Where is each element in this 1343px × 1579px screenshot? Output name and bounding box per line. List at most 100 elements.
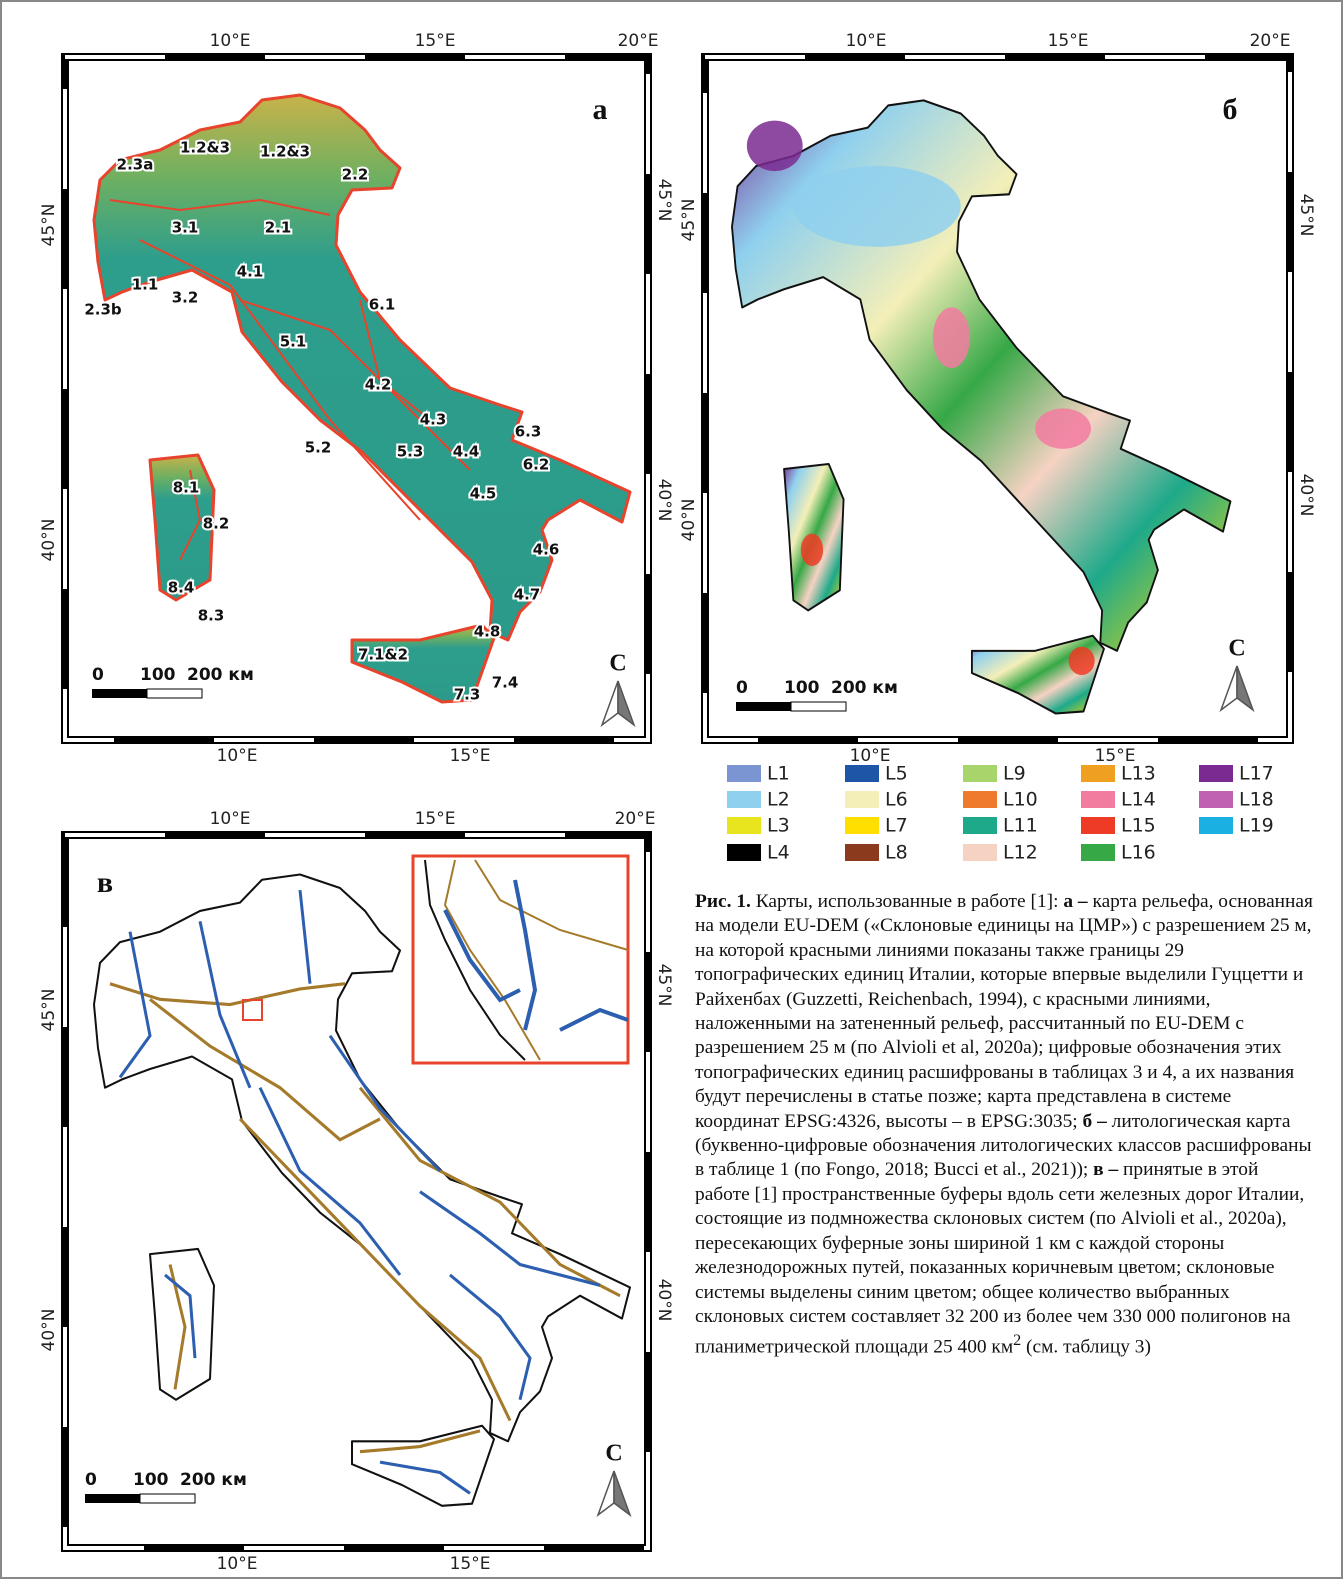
legend-label: L12 <box>1003 842 1038 864</box>
caption-text: принятые в этой работе [1] пространствен… <box>695 1159 1304 1357</box>
lithology-patch <box>793 166 960 247</box>
legend-swatch <box>963 765 997 782</box>
caption-text: Карты, использованные в работе [1]: <box>751 891 1063 912</box>
unit-label: 4.8 <box>474 623 501 641</box>
legend-label: L8 <box>885 842 908 864</box>
legend-swatch <box>845 765 879 782</box>
unit-label: 1.2&3 <box>180 139 230 157</box>
unit-label: 8.3 <box>198 607 225 625</box>
legend-label: L1 <box>767 763 790 785</box>
scale-bar <box>85 1494 140 1503</box>
legend-label: L11 <box>1003 815 1038 837</box>
scale-label: 100 <box>784 678 820 698</box>
unit-label: 6.1 <box>369 296 396 314</box>
lon-label: 15°E <box>450 746 491 766</box>
legend-swatch <box>1199 817 1233 834</box>
legend-label: L14 <box>1121 789 1156 811</box>
legend-label: L10 <box>1003 789 1038 811</box>
lat-label: 40°N <box>39 1309 59 1352</box>
legend-swatch <box>727 817 761 834</box>
unit-label: 8.2 <box>203 515 230 533</box>
lon-label: 10°E <box>217 1554 258 1574</box>
unit-label: 5.2 <box>305 439 332 457</box>
lon-label: 10°E <box>217 746 258 766</box>
landmass <box>150 1249 214 1400</box>
unit-label: 4.4 <box>453 443 480 461</box>
legend-swatch <box>727 791 761 808</box>
scale-label: 100 <box>140 665 176 685</box>
caption-key: б – <box>1083 1111 1107 1132</box>
unit-label: 2.3b <box>84 301 122 319</box>
legend-swatch <box>963 791 997 808</box>
legend-swatch <box>963 817 997 834</box>
legend-label: L9 <box>1003 763 1026 785</box>
lon-label: 10°E <box>846 31 887 51</box>
scale-label: 0 <box>92 665 104 685</box>
legend-label: L19 <box>1239 815 1274 837</box>
caption-label: Рис. 1. <box>695 891 751 912</box>
caption-key: в – <box>1093 1159 1118 1180</box>
lon-label: 15°E <box>415 31 456 51</box>
legend-swatch <box>845 791 879 808</box>
lat-label: 40°N <box>654 1279 674 1322</box>
unit-label: 4.2 <box>365 376 392 394</box>
scale-bar <box>140 1494 195 1503</box>
lon-label: 15°E <box>1048 31 1089 51</box>
lat-label: 40°N <box>654 479 674 522</box>
lat-label: 45°N <box>679 199 699 242</box>
map-panel: 10°E15°E20°E10°E15°E45°N40°N45°N40°NбС01… <box>679 31 1316 766</box>
legend-swatch <box>727 765 761 782</box>
panel-letter: в <box>97 866 113 899</box>
unit-label: 8.4 <box>168 579 195 597</box>
caption-superscript: 2 <box>1013 1332 1021 1349</box>
figure: 10°E 15°E 20°E 10°E 15°E 45°N 40°N 45°N 40°N а С 0 1… <box>0 0 1343 1579</box>
legend-label: L7 <box>885 815 908 837</box>
unit-label: 2.3a <box>117 156 154 174</box>
unit-label: 5.3 <box>397 443 424 461</box>
scale-bar <box>791 702 846 711</box>
unit-label: 4.5 <box>470 485 497 503</box>
legend-swatch <box>963 844 997 861</box>
scale-bar <box>92 689 147 698</box>
legend-swatch <box>1081 791 1115 808</box>
unit-label: 1.1 <box>132 276 159 294</box>
legend-swatch <box>1199 765 1233 782</box>
scale-label: 200 км <box>180 1470 247 1490</box>
scale-bar <box>147 689 202 698</box>
unit-label: 2.2 <box>342 166 369 184</box>
unit-label: 8.1 <box>173 479 200 497</box>
panel-letter: б <box>1223 93 1238 126</box>
lat-label: 40°N <box>679 499 699 542</box>
lithology-patch <box>801 534 823 566</box>
unit-label: 6.3 <box>515 423 542 441</box>
lon-label: 10°E <box>210 809 251 829</box>
lon-label: 20°E <box>1250 31 1291 51</box>
legend-swatch <box>1081 817 1115 834</box>
legend-label: L3 <box>767 815 790 837</box>
legend-label: L15 <box>1121 815 1156 837</box>
unit-label: 7.1&2 <box>358 646 408 664</box>
north-label: С <box>1228 636 1245 662</box>
lithology-patch <box>933 307 970 368</box>
legend-label: L4 <box>767 842 790 864</box>
legend: L1L2L3L4L5L6L7L8L9L10L11L12L13L14L15L16L… <box>727 763 1274 864</box>
lon-label: 20°E <box>615 809 656 829</box>
scale-bar <box>736 702 791 711</box>
legend-label: L17 <box>1239 763 1274 785</box>
lat-label: 40°N <box>1296 474 1316 517</box>
legend-swatch <box>845 844 879 861</box>
scale-label: 0 <box>85 1470 97 1490</box>
inset-frame <box>413 856 628 1063</box>
lithology-patch <box>747 121 803 172</box>
legend-label: L6 <box>885 789 908 811</box>
lon-label: 10°E <box>210 31 251 51</box>
unit-label: 4.1 <box>237 263 264 281</box>
legend-swatch <box>1081 765 1115 782</box>
unit-label: 4.7 <box>514 586 541 604</box>
legend-label: L16 <box>1121 842 1156 864</box>
lat-label: 45°N <box>39 204 59 247</box>
scale-label: 100 <box>133 1470 169 1490</box>
panel-letter: а <box>593 93 608 126</box>
